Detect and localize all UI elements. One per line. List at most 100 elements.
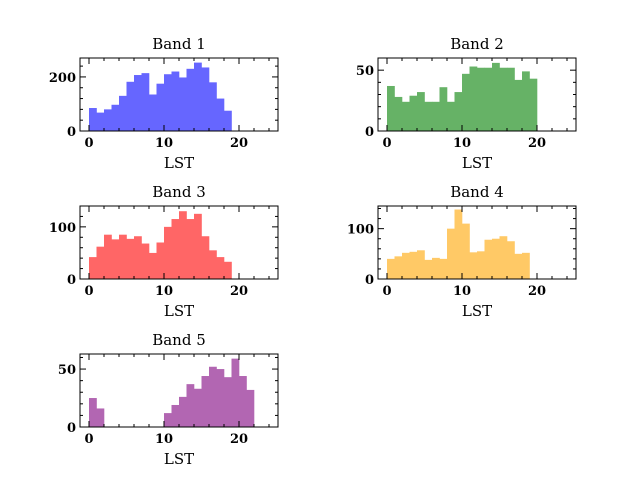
y-tick-label: 100 [347,223,374,238]
histogram-bar [209,82,217,131]
histogram-bar [224,110,232,131]
panel-band-5: 0 10 20 0 50 Band 5 LST [58,331,279,468]
x-tick-label: 20 [528,136,546,151]
histogram-bar [432,101,440,131]
histogram-bar [454,92,463,131]
histogram-bar [89,398,97,427]
histogram-bar [126,238,135,279]
histogram-bar [96,408,105,427]
histogram-bar [394,256,403,279]
x-axis-label: LST [462,154,492,172]
histogram-bar [216,369,225,427]
y-tick-label: 100 [49,221,76,236]
histogram-bar [224,261,232,279]
histogram-bar [439,87,448,131]
x-tick-label: 0 [84,284,93,299]
histogram-bar [119,95,127,131]
panel-band-3: 0 10 20 0 100 Band 3 LST [49,183,279,320]
histogram-bar [387,258,395,279]
histogram-bar [499,67,508,131]
histogram-bar [156,242,165,279]
x-axis-label: LST [164,154,194,172]
histogram-bar [477,67,485,131]
histogram-bar [186,68,195,131]
histogram-bar [171,404,180,427]
histogram-bar [447,228,455,279]
y-tick-label: 50 [356,64,374,79]
x-tick-label: 10 [453,284,471,299]
x-axis-label: LST [462,302,492,320]
histogram-bar [514,79,523,131]
histogram-bar [469,252,478,279]
histogram-bar [209,250,217,279]
panel-title: Band 4 [450,183,504,201]
histogram-bar [186,219,195,279]
histogram-bar [484,67,493,131]
y-tick-label: 200 [49,71,76,86]
y-tick-label: 0 [67,421,76,436]
y-tick-label: 50 [58,363,76,378]
histogram-bar [104,109,112,131]
histogram-bar [201,236,210,279]
x-axis-label: LST [164,450,194,468]
histogram-bar [104,234,112,279]
y-tick-label: 0 [67,125,76,140]
histogram-bar [96,246,105,279]
histogram-bar [492,62,500,132]
histogram-bar [96,112,105,131]
histogram-bar [409,95,418,131]
histogram-bar [447,101,455,131]
panel-title: Band 2 [450,35,504,53]
histogram-bar [149,252,157,279]
histogram-bar [424,101,433,131]
panel-band-2: 0 10 20 0 50 Band 2 LST [356,35,577,172]
histogram-bar [402,101,410,131]
histogram-bar [179,396,187,427]
x-tick-label: 20 [528,284,546,299]
x-tick-label: 20 [230,136,248,151]
panel-band-4: 0 10 20 0 100 Band 4 LST [347,183,577,320]
y-tick-label: 0 [365,125,374,140]
histogram-bar [179,77,187,131]
histogram-bar [454,209,463,279]
x-tick-label: 0 [382,284,391,299]
histogram-bar [387,85,395,131]
histogram-bar [246,389,255,427]
x-tick-label: 0 [382,136,391,151]
x-tick-label: 20 [230,284,248,299]
histogram-bar [432,257,440,279]
histogram-bar [164,413,172,427]
histogram-bar [141,73,150,131]
histogram-bar [492,238,500,279]
histogram-bar [194,62,202,131]
histogram-bar [402,252,410,279]
histogram-bar [134,236,142,279]
histogram-bar [499,236,508,279]
histogram-bar [119,234,127,279]
y-tick-label: 0 [365,273,374,288]
histogram-bar [111,104,120,131]
histogram-bar [216,257,225,279]
histogram-bar [209,366,217,427]
histogram-bar [507,241,515,279]
histogram-bar [89,108,97,131]
histogram-bar [484,239,493,279]
histogram-bar [469,66,478,131]
histogram-bar [126,81,135,131]
histogram-bar [394,96,403,131]
histogram-bar [141,243,150,279]
histogram-bar [216,98,225,131]
panel-title: Band 1 [152,35,206,53]
histogram-bar [522,71,530,131]
histogram-bar [89,257,97,279]
histogram-bar [224,377,232,427]
histogram-bar [514,253,523,279]
histogram-bar [156,83,165,131]
histogram-bar [164,74,172,131]
x-axis-label: LST [164,302,194,320]
histogram-bar [201,67,210,131]
histogram-bar [194,388,202,427]
histogram-bar [409,251,418,279]
histogram-bar [462,73,470,131]
